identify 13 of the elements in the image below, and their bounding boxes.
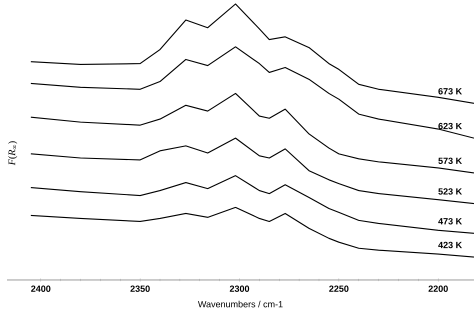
x-tick-label: 2350 bbox=[130, 286, 150, 292]
x-tick-label: 2400 bbox=[31, 286, 50, 292]
x-axis-title: Wavenumbers / cm-1 bbox=[198, 300, 283, 308]
series-label: 423 K bbox=[438, 242, 462, 248]
series-label: 623 K bbox=[438, 122, 462, 130]
x-tick-label: 2200 bbox=[428, 286, 448, 292]
y-axis-title: F(R$_{∞}$) bbox=[8, 141, 18, 166]
series-label: 673 K bbox=[438, 88, 462, 94]
x-tick-label: 2300 bbox=[230, 286, 250, 292]
x-tick-label: 2250 bbox=[329, 286, 349, 292]
series-label: 473 K bbox=[438, 218, 462, 224]
series-label: 573 K bbox=[438, 158, 462, 164]
series-label: 523 K bbox=[438, 188, 462, 195]
